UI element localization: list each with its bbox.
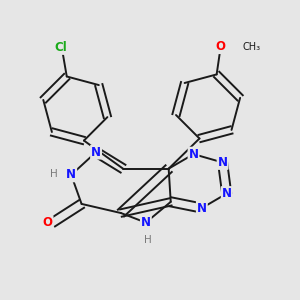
Text: O: O: [215, 40, 225, 53]
Text: CH₃: CH₃: [243, 42, 261, 52]
Text: N: N: [66, 168, 76, 182]
Text: N: N: [197, 202, 207, 214]
Text: N: N: [91, 146, 101, 159]
Text: N: N: [218, 156, 228, 169]
Text: N: N: [188, 148, 199, 160]
Text: H: H: [50, 169, 58, 178]
Text: O: O: [43, 216, 52, 229]
Text: N: N: [222, 187, 232, 200]
Text: H: H: [144, 235, 152, 245]
Text: Cl: Cl: [54, 41, 67, 54]
Text: N: N: [141, 216, 151, 229]
